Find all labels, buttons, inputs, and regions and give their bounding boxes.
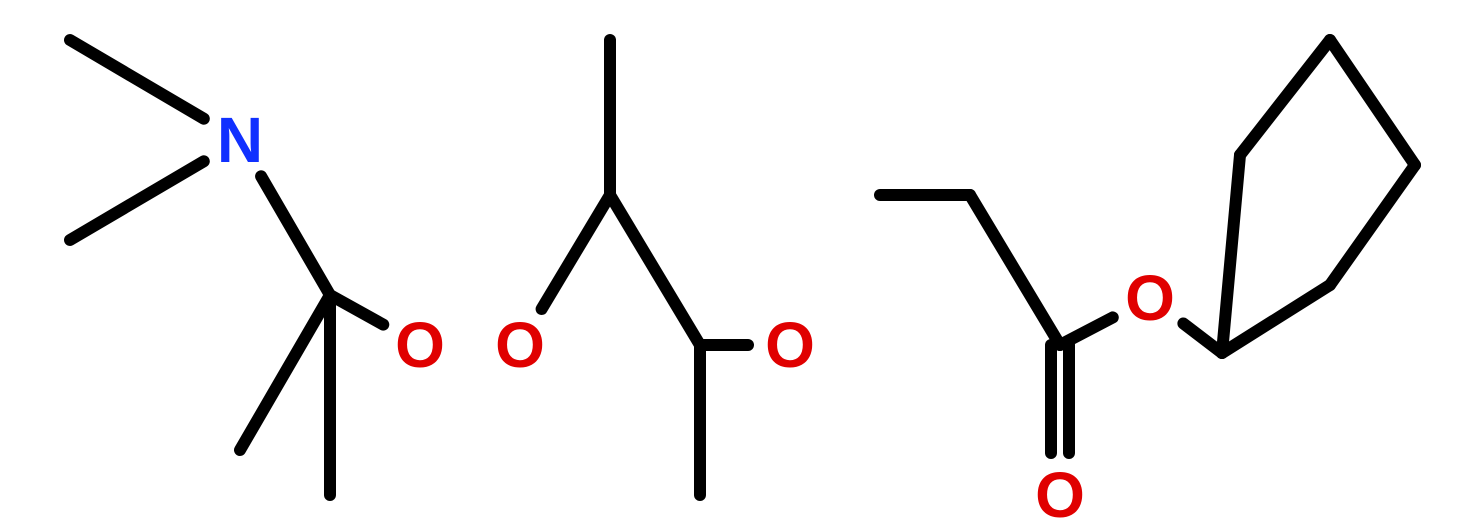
atom-o: O [1035,459,1085,523]
molecule-diagram: NOOOOO [0,0,1466,523]
single-bond [542,195,610,309]
single-bond [330,295,383,325]
atom-n: N [217,104,263,176]
single-bond [1330,40,1415,165]
single-bond [1240,40,1330,155]
single-bond [1222,285,1330,353]
single-bond [240,295,330,450]
bonds [70,40,1415,495]
single-bond [1183,323,1222,353]
single-bond [1222,155,1240,353]
single-bond [1330,165,1415,285]
atom-o: O [495,309,545,381]
single-bond [610,195,700,345]
atom-o: O [1125,262,1175,334]
atom-o: O [395,309,445,381]
single-bond [970,195,1060,345]
single-bond [1060,317,1113,345]
single-bond [70,161,204,240]
single-bond [261,176,330,295]
single-bond [70,40,204,119]
atom-o: O [765,309,815,381]
